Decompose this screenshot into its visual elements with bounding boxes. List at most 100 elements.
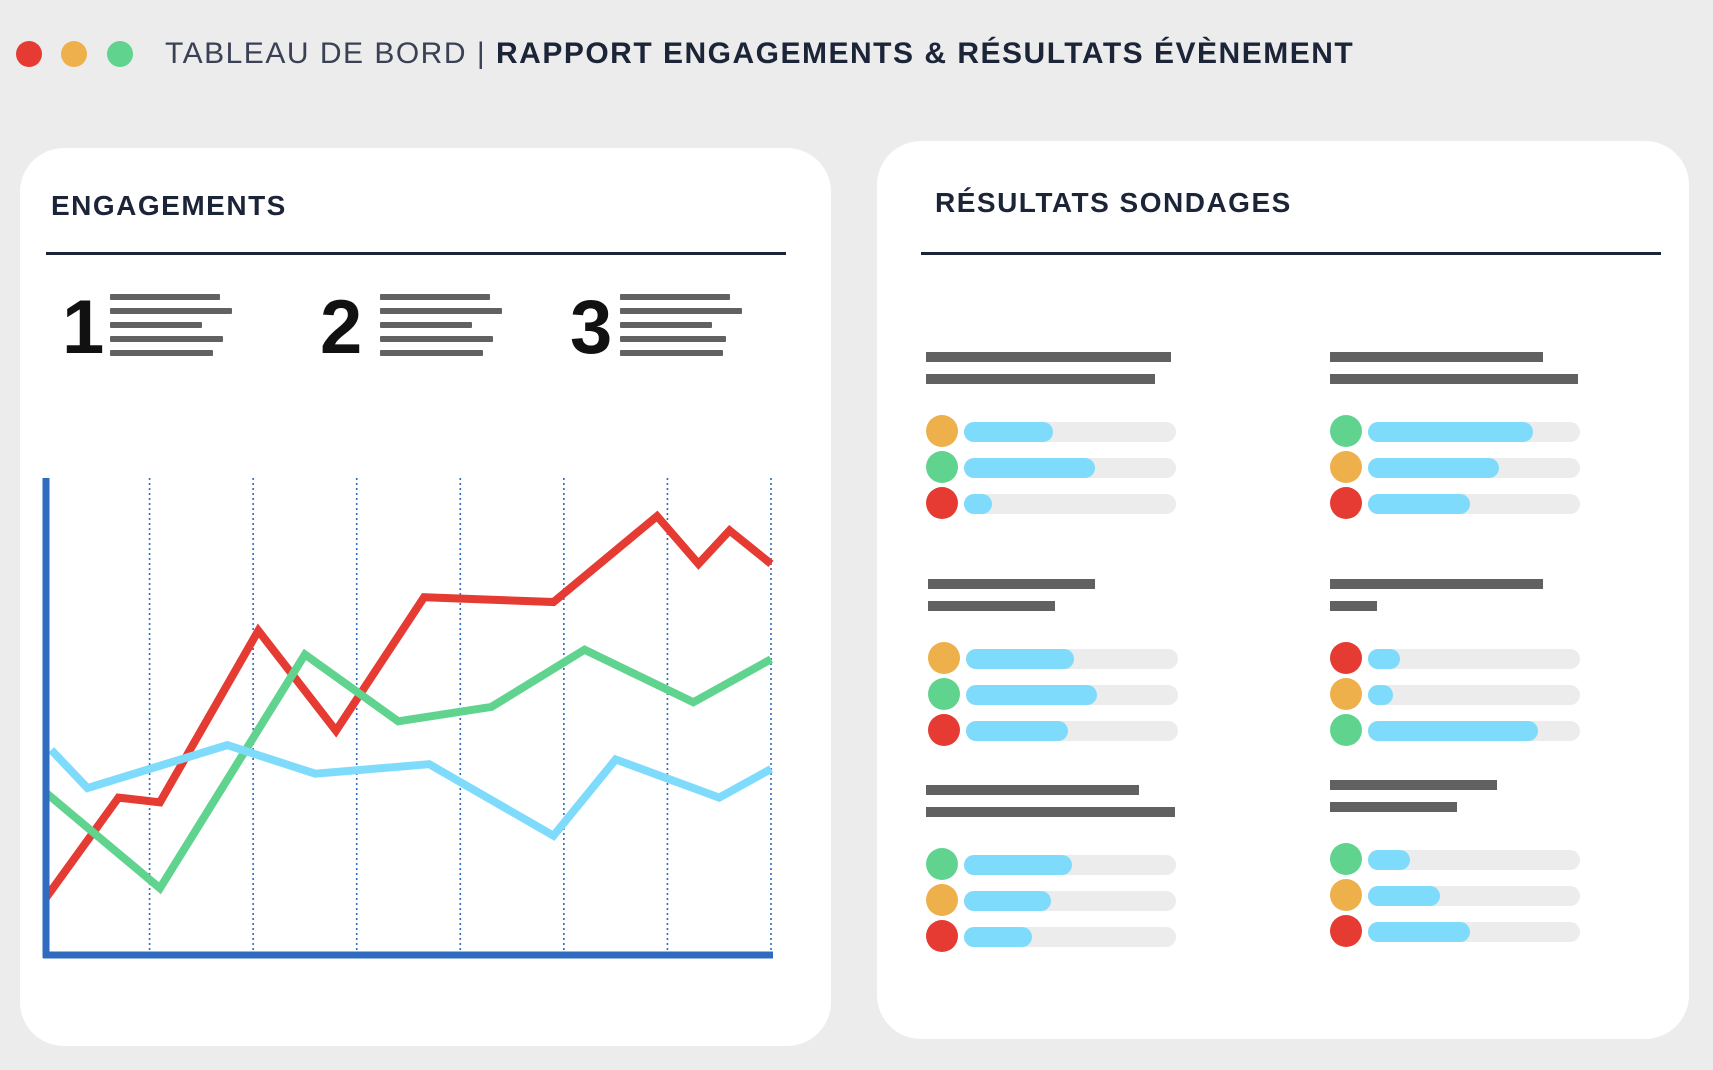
question-text-placeholder (926, 807, 1175, 817)
status-dot-green (1330, 415, 1362, 447)
answer-bar-fill (1368, 922, 1470, 942)
close-dot[interactable] (16, 41, 42, 67)
kpi-number: 3 (570, 285, 613, 370)
survey-answer-row (926, 415, 1186, 449)
question-text-placeholder (1330, 579, 1543, 589)
status-dot-yellow (926, 884, 958, 916)
question-text-placeholder (928, 579, 1095, 589)
window-title: TABLEAU DE BORD | RAPPORT ENGAGEMENTS & … (165, 36, 1354, 72)
survey-answer-row (1330, 843, 1590, 877)
answer-bar-fill (1368, 494, 1470, 514)
question-text-placeholder (1330, 352, 1543, 362)
maximize-dot[interactable] (107, 41, 133, 67)
status-dot-yellow (1330, 678, 1362, 710)
title-prefix: TABLEAU DE BORD | (165, 37, 496, 70)
answer-bar-track (1368, 458, 1580, 478)
answer-bar-fill (1368, 422, 1533, 442)
status-dot-green (1330, 843, 1362, 875)
text-line (110, 322, 202, 328)
question-text-placeholder (928, 601, 1055, 611)
answer-bar-track (966, 649, 1178, 669)
text-line (380, 308, 502, 314)
status-dot-yellow (928, 642, 960, 674)
survey-answer-row (1330, 642, 1590, 676)
kpi-number: 2 (320, 285, 363, 370)
text-line (620, 322, 712, 328)
answer-bar-track (966, 721, 1178, 741)
survey-divider (921, 252, 1661, 255)
answer-bar-track (1368, 494, 1580, 514)
window-titlebar: TABLEAU DE BORD | RAPPORT ENGAGEMENTS & … (0, 0, 1713, 110)
survey-answer-row (1330, 451, 1590, 485)
survey-title: RÉSULTATS SONDAGES (935, 187, 1292, 218)
question-text-placeholder (1330, 374, 1578, 384)
survey-answer-row (1330, 714, 1590, 748)
engagements-divider (46, 252, 786, 255)
answer-bar-fill (1368, 649, 1400, 669)
answer-bar-track (1368, 422, 1580, 442)
question-text-placeholder (926, 374, 1155, 384)
answer-bar-track (1368, 649, 1580, 669)
text-line (110, 350, 213, 356)
answer-bar-fill (1368, 458, 1499, 478)
text-line (620, 294, 730, 300)
question-text-placeholder (926, 352, 1171, 362)
status-dot-red (926, 920, 958, 952)
text-line (380, 322, 472, 328)
text-line (380, 294, 490, 300)
question-text-placeholder (1330, 802, 1457, 812)
question-text-placeholder (1330, 780, 1497, 790)
answer-bar-fill (1368, 850, 1410, 870)
answer-bar-track (964, 927, 1176, 947)
text-line (110, 308, 232, 314)
status-dot-yellow (1330, 879, 1362, 911)
text-line (380, 350, 483, 356)
text-line (620, 350, 723, 356)
title-main: RAPPORT ENGAGEMENTS & RÉSULTATS ÉVÈNEMEN… (495, 37, 1355, 70)
status-dot-green (926, 848, 958, 880)
engagements-line-chart (42, 478, 774, 959)
answer-bar-track (1368, 922, 1580, 942)
answer-bar-track (964, 891, 1176, 911)
answer-bar-fill (964, 927, 1032, 947)
answer-bar-track (1368, 850, 1580, 870)
survey-answer-row (928, 714, 1188, 748)
answer-bar-fill (964, 458, 1095, 478)
text-line (620, 308, 742, 314)
kpi-number: 1 (62, 285, 105, 370)
series-line-red (42, 510, 774, 901)
answer-bar-fill (1368, 886, 1440, 906)
answer-bar-track (966, 685, 1178, 705)
survey-answer-row (1330, 678, 1590, 712)
minimize-dot[interactable] (61, 41, 87, 67)
answer-bar-track (964, 458, 1176, 478)
answer-bar-fill (964, 422, 1053, 442)
status-dot-green (926, 451, 958, 483)
question-text-placeholder (926, 785, 1139, 795)
answer-bar-fill (966, 721, 1068, 741)
status-dot-red (1330, 915, 1362, 947)
status-dot-yellow (926, 415, 958, 447)
status-dot-red (928, 714, 960, 746)
answer-bar-track (964, 494, 1176, 514)
survey-answer-row (1330, 915, 1590, 949)
answer-bar-track (1368, 685, 1580, 705)
survey-panel: RÉSULTATS SONDAGES (877, 141, 1689, 1039)
survey-answer-row (1330, 415, 1590, 449)
survey-answer-row (928, 642, 1188, 676)
text-line (110, 336, 223, 342)
answer-bar-fill (1368, 685, 1393, 705)
survey-answer-row (1330, 487, 1590, 521)
text-line (620, 336, 726, 342)
answer-bar-track (1368, 886, 1580, 906)
survey-answer-row (926, 848, 1186, 882)
answer-bar-fill (964, 891, 1051, 911)
answer-bar-track (1368, 721, 1580, 741)
answer-bar-track (964, 855, 1176, 875)
text-line (380, 336, 493, 342)
status-dot-green (928, 678, 960, 710)
series-line-lightblue (48, 740, 773, 841)
survey-answer-row (1330, 879, 1590, 913)
survey-answer-row (926, 920, 1186, 954)
survey-answer-row (926, 884, 1186, 918)
